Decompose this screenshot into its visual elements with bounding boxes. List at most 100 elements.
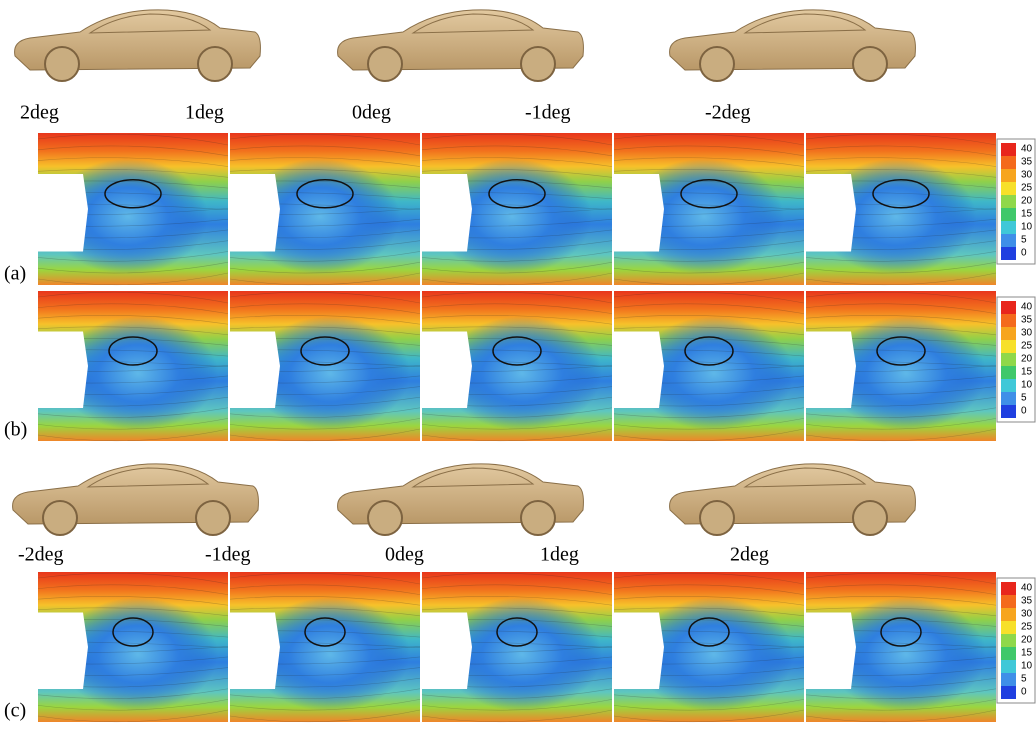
streamline (421, 688, 613, 699)
colorbar-tick: 25 (1021, 341, 1033, 352)
colorbar-swatch (1001, 621, 1016, 634)
streamline (229, 315, 421, 325)
colorbar-tick: 0 (1021, 248, 1027, 259)
streamline (229, 572, 421, 585)
colorbar-tick: 30 (1021, 328, 1033, 339)
streamline (37, 133, 229, 146)
streamline (229, 428, 421, 442)
streamline (37, 261, 229, 274)
wheel (520, 46, 556, 82)
streamline (613, 688, 805, 699)
wheel (699, 500, 735, 536)
streamline (613, 133, 805, 146)
colorbar-tick: 25 (1021, 622, 1033, 633)
vortex (688, 617, 730, 647)
colorbar-tick: 20 (1021, 196, 1033, 207)
colorbar-tick: 5 (1021, 235, 1027, 246)
colorbar-swatch (1001, 366, 1016, 379)
car-window (411, 13, 535, 34)
vortex (488, 179, 546, 209)
colorbar-tick: 35 (1021, 315, 1033, 326)
streamline (229, 407, 421, 418)
colorbar-tick: 25 (1021, 183, 1033, 194)
streamline (421, 407, 613, 418)
colorbar-swatch (1001, 143, 1016, 156)
colorbar-tick: 15 (1021, 367, 1033, 378)
streamline (613, 291, 805, 304)
colorbar-tick: 30 (1021, 170, 1033, 181)
streamline (421, 326, 613, 336)
streamline (613, 303, 805, 314)
streamline (613, 169, 805, 178)
streamline (229, 596, 421, 606)
streamline (805, 169, 997, 178)
streamline (229, 251, 421, 262)
streamline (37, 688, 229, 699)
streamline (37, 699, 229, 711)
streamline (421, 145, 613, 157)
vortex (872, 179, 930, 209)
streamline (421, 251, 613, 262)
angle-label: -1deg (205, 544, 251, 566)
streamline (421, 572, 613, 585)
vortex (880, 617, 922, 647)
colorbar-tick: 40 (1021, 583, 1033, 594)
streamline (805, 303, 997, 314)
car-window (86, 467, 210, 488)
colorbar-swatch (1001, 686, 1016, 699)
streamline (805, 157, 997, 167)
vehicle-section (614, 331, 664, 408)
vortex (300, 336, 350, 366)
vehicle-section (230, 331, 280, 408)
wheel (367, 500, 403, 536)
colorbar-swatch (1001, 301, 1016, 314)
streamline (805, 584, 997, 595)
colorbar-swatch (1001, 379, 1016, 392)
colorbar-swatch (1001, 327, 1016, 340)
streamline (421, 596, 613, 606)
streamline (613, 596, 805, 606)
wake-region (58, 597, 218, 712)
colorbar-swatch (1001, 314, 1016, 327)
wake-region (432, 158, 592, 275)
streamline (613, 428, 805, 442)
colorbar-swatch (1001, 608, 1016, 621)
colorbar-swatch (1001, 208, 1016, 221)
streamline (805, 596, 997, 606)
car-image (337, 463, 584, 536)
streamline (37, 584, 229, 595)
streamline (229, 145, 421, 157)
wake-region (624, 158, 784, 275)
vehicle-section (422, 174, 472, 252)
colorbar-tick: 10 (1021, 222, 1033, 233)
angle-label: 1deg (540, 544, 579, 566)
colorbar-swatch (1001, 595, 1016, 608)
colorbar-tick: 0 (1021, 687, 1027, 698)
streamline (805, 407, 997, 418)
wake-region (250, 597, 410, 712)
car-window (88, 13, 212, 34)
streamline (805, 607, 997, 617)
streamline (37, 291, 229, 304)
streamline (613, 699, 805, 711)
streamline (229, 261, 421, 274)
wake-region (240, 158, 400, 275)
wheel (195, 500, 231, 536)
streamline (805, 699, 997, 711)
streamline (229, 709, 421, 723)
streamline (805, 291, 997, 304)
wheel (367, 46, 403, 82)
angle-label: 0deg (385, 544, 424, 566)
streamline (229, 291, 421, 304)
colorbar-tick: 0 (1021, 406, 1027, 417)
streamline (613, 145, 805, 157)
streamline (421, 291, 613, 304)
colorbar-swatch (1001, 156, 1016, 169)
streamline (613, 157, 805, 167)
streamline (37, 315, 229, 325)
wheel (852, 500, 888, 536)
wheel (197, 46, 233, 82)
vortex (876, 336, 926, 366)
colorbar-tick: 40 (1021, 302, 1033, 313)
